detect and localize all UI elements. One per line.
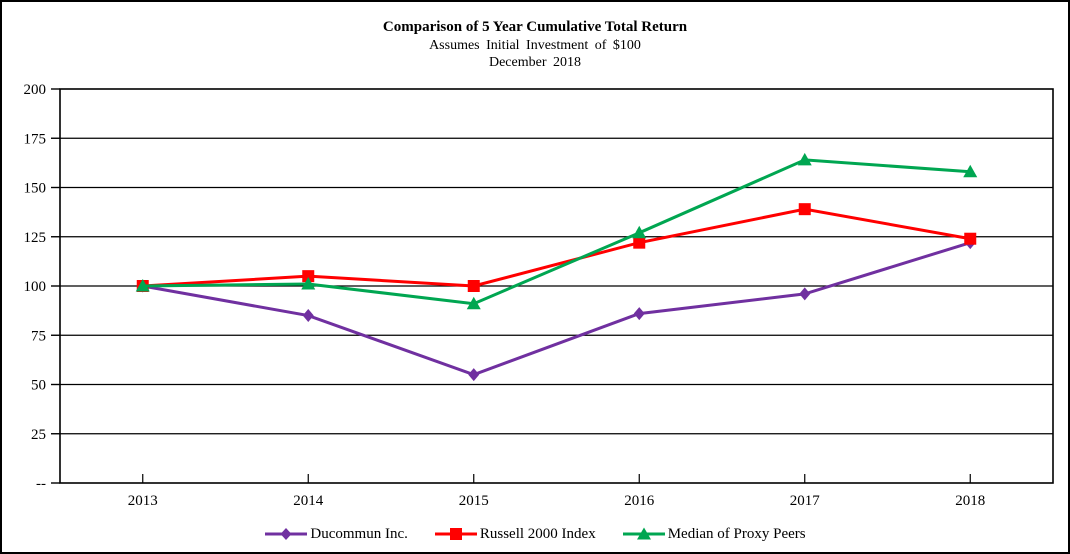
y-axis-label-75: 75	[31, 328, 46, 344]
legend-diamond-swatch-icon	[265, 528, 308, 540]
y-axis-label-25: 25	[31, 427, 46, 443]
legend-item-ducommun-inc: Ducommun Inc.	[264, 525, 408, 543]
chart-title: Comparison of 5 Year Cumulative Total Re…	[382, 19, 688, 35]
series-line-ducommun-inc	[142, 241, 971, 377]
marker-russell-2000-index-2014	[302, 270, 315, 283]
legend-item-russell-2000-index: Russell 2000 Index	[434, 526, 596, 543]
y-axis-label-125: 125	[24, 230, 47, 246]
chart-titles: Comparison of 5 Year Cumulative Total Re…	[2, 17, 1068, 71]
series-line-median-of-proxy-peers	[142, 158, 971, 306]
legend-label-ducommun-inc: Ducommun Inc.	[310, 525, 408, 542]
legend-item-median-of-proxy-peers: Median of Proxy Peers	[622, 526, 806, 543]
x-axis-label-2016: 2016	[624, 493, 655, 509]
series-line-russell-2000-index	[142, 207, 971, 288]
marker-median-of-proxy-peers-2018	[963, 164, 978, 178]
y-axis-label-100: 100	[24, 279, 47, 295]
marker-russell-2000-index-2015	[467, 280, 480, 292]
x-axis-label-2017: 2017	[790, 493, 821, 509]
marker-median-of-proxy-peers-2017	[797, 152, 812, 166]
y-axis-label-50: 50	[31, 378, 46, 394]
y-axis-label-150: 150	[24, 181, 47, 197]
y-axis-label-0: --	[36, 476, 46, 492]
marker-median-of-proxy-peers-2014	[301, 277, 316, 290]
y-axis-label-200: 200	[24, 82, 47, 98]
marker-median-of-proxy-peers-2016	[632, 225, 647, 239]
marker-ducommun-inc-2016	[633, 307, 645, 321]
y-axis-label-175: 175	[24, 131, 47, 147]
x-axis-label-2013: 2013	[128, 493, 158, 509]
chart-legend: Ducommun Inc. Russell 2000 Index Median of…	[2, 521, 1068, 547]
marker-russell-2000-index-2017	[798, 203, 811, 216]
x-axis-label-2014: 2014	[293, 493, 324, 509]
chart-date: December 2018	[488, 55, 582, 70]
legend-triangle-swatch-icon	[622, 527, 665, 540]
marker-median-of-proxy-peers-2015	[466, 296, 481, 310]
legend-square-swatch-icon	[434, 528, 477, 540]
chart-subtitle: Assumes Initial Investment of $100	[429, 38, 641, 53]
marker-median-of-proxy-peers-2013	[135, 279, 150, 292]
marker-russell-2000-index-2018	[964, 232, 977, 245]
x-axis-label-2018: 2018	[955, 493, 985, 509]
legend-label-median-of-proxy-peers: Median of Proxy Peers	[667, 525, 806, 542]
marker-russell-2000-index-2016	[633, 236, 646, 249]
marker-ducommun-inc-2017	[799, 287, 811, 301]
marker-ducommun-inc-2014	[302, 309, 314, 323]
marker-ducommun-inc-2015	[468, 368, 480, 382]
legend-label-russell-2000-index: Russell 2000 Index	[479, 525, 596, 542]
x-axis-label-2015: 2015	[459, 493, 489, 509]
